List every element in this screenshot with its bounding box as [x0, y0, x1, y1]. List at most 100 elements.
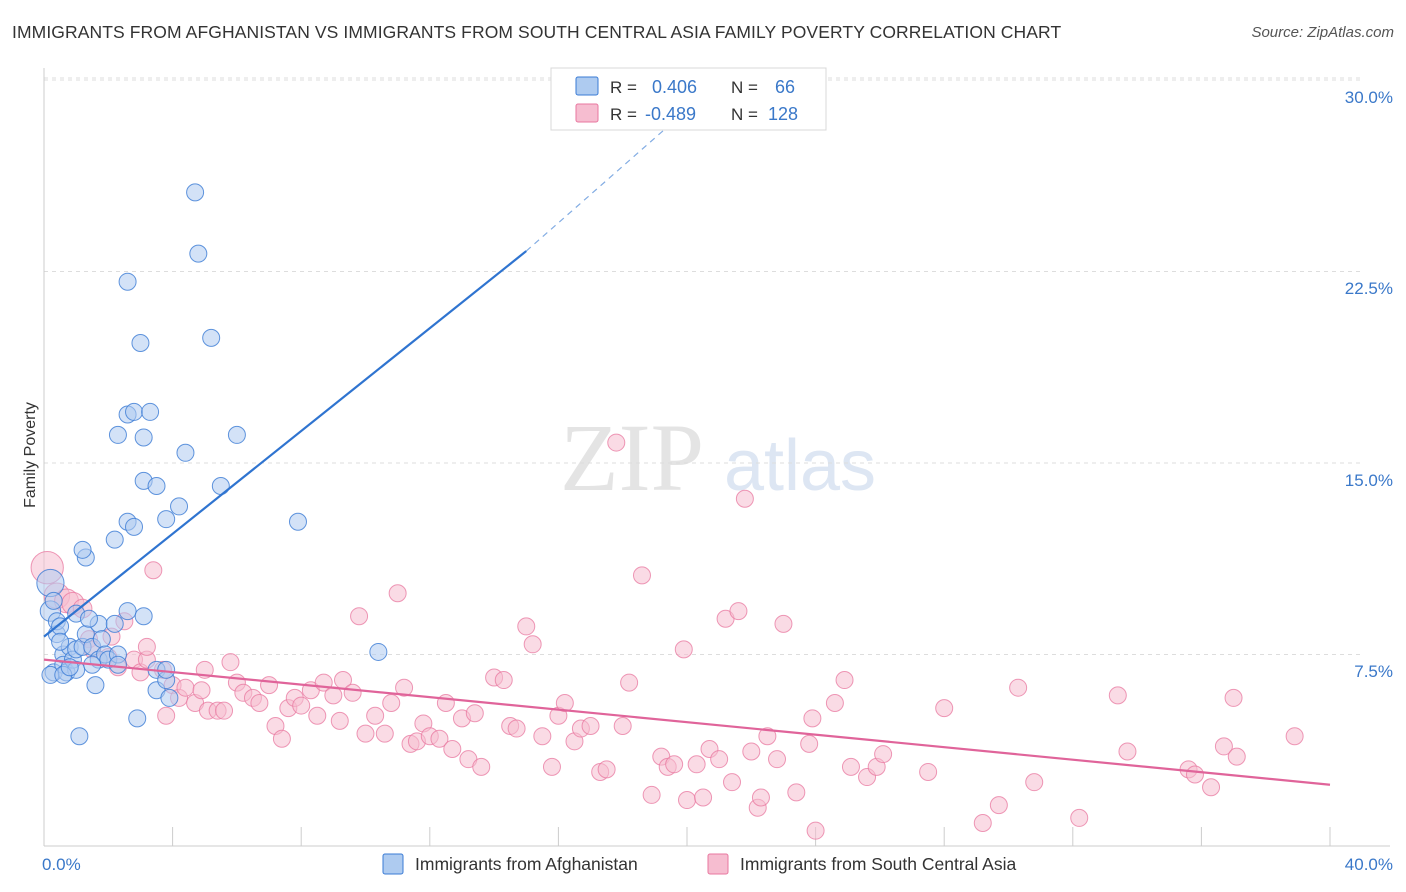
legend-r-label-blue: R = — [610, 78, 637, 97]
point-south-central-asia-86 — [687, 755, 706, 774]
point-south-central-asia-40 — [330, 711, 349, 730]
point-south-central-asia-78 — [620, 673, 639, 692]
point-south-central-asia-67 — [533, 727, 552, 746]
point-south-central-asia-62 — [494, 671, 513, 690]
point-afghanistan-49 — [160, 688, 179, 707]
point-south-central-asia-89 — [710, 750, 729, 769]
point-south-central-asia-120 — [1185, 765, 1204, 784]
point-afghanistan-58 — [369, 642, 388, 661]
point-south-central-asia-79 — [632, 566, 651, 585]
point-south-central-asia-121 — [1202, 778, 1221, 797]
point-south-central-asia-25 — [221, 653, 240, 672]
point-afghanistan-23 — [92, 630, 111, 649]
point-south-central-asia-18 — [176, 678, 195, 697]
point-south-central-asia-49 — [395, 678, 414, 697]
point-south-central-asia-13 — [144, 561, 163, 580]
point-afghanistan-34 — [118, 272, 137, 291]
legend-r-value-pink: -0.489 — [645, 104, 696, 124]
trend-line-south-central-asia — [43, 658, 1331, 786]
point-south-central-asia-125 — [1285, 727, 1304, 746]
watermark-zip: ZIP — [560, 404, 704, 511]
point-south-central-asia-118 — [1118, 742, 1137, 761]
point-south-central-asia-85 — [678, 791, 696, 810]
point-south-central-asia-46 — [375, 724, 394, 743]
point-afghanistan-6 — [51, 617, 70, 636]
point-south-central-asia-68 — [542, 757, 561, 776]
trend-line-afghanistan — [43, 250, 527, 638]
point-south-central-asia-77 — [613, 716, 632, 735]
point-south-central-asia-29 — [250, 694, 269, 713]
point-south-central-asia-111 — [935, 699, 954, 718]
point-south-central-asia-70 — [555, 694, 574, 713]
series-legend-swatch-south-central-asia — [707, 853, 729, 875]
point-south-central-asia-42 — [343, 683, 362, 702]
point-south-central-asia-113 — [989, 796, 1008, 815]
point-south-central-asia-124 — [1227, 747, 1246, 766]
point-south-central-asia-35 — [292, 696, 311, 715]
point-south-central-asia-105 — [835, 671, 854, 690]
source-label: Source: ZipAtlas.com — [1251, 24, 1394, 41]
point-south-central-asia-123 — [1224, 688, 1243, 707]
point-afghanistan-35 — [125, 402, 144, 421]
point-south-central-asia-110 — [919, 762, 938, 781]
axes — [43, 68, 1390, 847]
point-afghanistan-51 — [176, 443, 195, 462]
legend-swatch-pink — [575, 103, 599, 123]
point-south-central-asia-30 — [260, 676, 279, 695]
point-afghanistan-29 — [105, 530, 124, 549]
point-afghanistan-30 — [108, 425, 127, 444]
point-afghanistan-39 — [134, 428, 153, 447]
point-afghanistan-48 — [157, 510, 176, 529]
point-south-central-asia-109 — [874, 745, 893, 764]
point-south-central-asia-92 — [729, 602, 748, 621]
legend-r-value-blue: 0.406 — [652, 77, 697, 97]
point-afghanistan-36 — [125, 517, 144, 536]
chart-title: IMMIGRANTS FROM AFGHANISTAN VS IMMIGRANT… — [12, 22, 1062, 42]
point-afghanistan-43 — [147, 476, 166, 495]
y-tick-label-30: 30.0% — [1345, 88, 1393, 107]
y-axis-label: Family Poverty — [22, 402, 39, 508]
point-south-central-asia-91 — [723, 773, 742, 792]
point-south-central-asia-106 — [841, 757, 860, 776]
point-south-central-asia-47 — [382, 694, 401, 713]
point-afghanistan-27 — [105, 614, 124, 633]
point-south-central-asia-87 — [694, 788, 713, 807]
point-south-central-asia-24 — [215, 701, 234, 720]
point-afghanistan-15 — [70, 727, 89, 746]
point-south-central-asia-114 — [1009, 678, 1028, 697]
point-south-central-asia-59 — [465, 704, 484, 723]
point-south-central-asia-37 — [308, 706, 327, 725]
point-south-central-asia-96 — [751, 788, 770, 807]
point-south-central-asia-97 — [758, 727, 777, 746]
x-tick-label-0: 0.0% — [42, 855, 81, 874]
series-legend: Immigrants from Afghanistan Immigrants f… — [382, 853, 1016, 875]
y-tick-label-15: 15.0% — [1345, 471, 1393, 490]
point-south-central-asia-48 — [388, 584, 407, 603]
point-south-central-asia-100 — [787, 783, 806, 802]
point-afghanistan-55 — [211, 476, 230, 495]
point-afghanistan-40 — [134, 607, 153, 626]
legend-swatch-blue — [575, 76, 599, 96]
point-south-central-asia-112 — [973, 814, 992, 833]
legend-r-label-pink: R = — [610, 105, 637, 124]
point-south-central-asia-64 — [507, 719, 526, 738]
x-tick-label-40: 40.0% — [1345, 855, 1393, 874]
point-south-central-asia-83 — [665, 755, 684, 774]
point-south-central-asia-104 — [825, 694, 844, 713]
point-afghanistan-65 — [80, 609, 99, 628]
point-afghanistan-57 — [288, 512, 307, 531]
point-south-central-asia-56 — [443, 739, 462, 758]
point-south-central-asia-75 — [597, 760, 616, 779]
point-south-central-asia-101 — [800, 734, 819, 753]
series-legend-label-afghanistan: Immigrants from Afghanistan — [415, 854, 638, 874]
point-afghanistan-25 — [73, 540, 92, 559]
point-south-central-asia-65 — [517, 617, 536, 636]
point-afghanistan-38 — [131, 333, 150, 352]
point-south-central-asia-43 — [350, 607, 369, 626]
point-afghanistan-50 — [170, 497, 189, 516]
grid-lines — [44, 77, 1360, 655]
point-south-central-asia-32 — [272, 729, 291, 748]
point-afghanistan-62 — [108, 655, 127, 674]
point-south-central-asia-20 — [192, 681, 211, 700]
y-tick-label-7-5: 7.5% — [1354, 662, 1393, 681]
